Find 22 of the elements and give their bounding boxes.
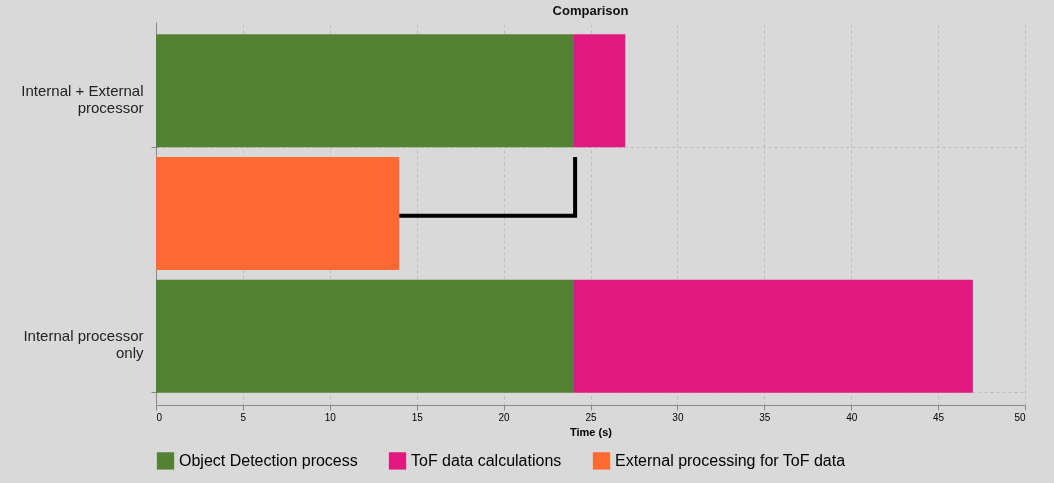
y-tick-label: Internal processor only xyxy=(23,327,144,362)
x-tick-label: 5 xyxy=(240,411,247,423)
x-tick-label: 50 xyxy=(1014,411,1026,423)
x-tick-label: 15 xyxy=(411,411,424,423)
x-tick-label: 0 xyxy=(156,411,163,423)
bar xyxy=(573,34,626,148)
bar xyxy=(573,279,973,393)
x-tick-label: 30 xyxy=(672,411,684,423)
x-tick-label: 45 xyxy=(933,411,945,423)
legend-label: Object Detection process xyxy=(179,451,358,469)
x-tick-label: 20 xyxy=(498,411,511,423)
x-axis-title: Time (s) xyxy=(570,425,613,438)
x-tick-label: 40 xyxy=(846,411,858,423)
bar xyxy=(156,34,574,148)
y-tick-label: Internal + External processor xyxy=(21,81,144,116)
legend-label: External processing for ToF data xyxy=(615,451,846,469)
x-tick-label: 25 xyxy=(585,411,597,423)
chart-title: Comparison xyxy=(552,3,629,18)
x-tick-label: 35 xyxy=(759,411,771,423)
legend-label: ToF data calculations xyxy=(411,451,562,469)
bar xyxy=(156,279,574,393)
x-tick-label: 10 xyxy=(324,411,337,423)
